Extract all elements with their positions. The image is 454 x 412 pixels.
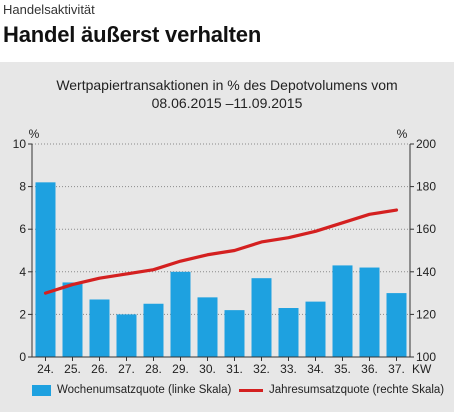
x-tick-label: 25. <box>64 362 81 376</box>
left-tick-label: 6 <box>19 222 26 236</box>
bar <box>90 299 110 357</box>
x-tick-label: 27. <box>118 362 135 376</box>
left-tick-label: 10 <box>13 137 27 151</box>
bar <box>63 282 83 357</box>
bar <box>279 308 299 357</box>
legend-bar-swatch <box>32 385 51 396</box>
x-tick-label: 26. <box>91 362 108 376</box>
bar <box>306 302 326 357</box>
x-tick-label: 28. <box>145 362 162 376</box>
right-tick-label: 140 <box>416 265 436 279</box>
right-tick-label: 160 <box>416 222 436 236</box>
bar <box>252 278 272 357</box>
x-tick-label: 33. <box>280 362 297 376</box>
x-tick-label: 37. <box>388 362 405 376</box>
bar <box>387 293 407 357</box>
x-tick-label: 32. <box>253 362 270 376</box>
x-tick-label: 31. <box>226 362 243 376</box>
bar <box>333 265 353 357</box>
right-tick-label: 120 <box>416 307 436 321</box>
bar <box>225 310 245 357</box>
left-unit-label: % <box>29 127 40 141</box>
legend-item-line: Jahresumsatzquote (rechte Skala) <box>239 384 444 396</box>
bar <box>198 297 218 357</box>
chart-kicker: Handelsaktivität <box>3 2 95 17</box>
chart-legend: Wochenumsatzquote (linke Skala) Jahresum… <box>0 384 454 404</box>
bar <box>117 314 137 357</box>
right-tick-label: 200 <box>416 137 436 151</box>
chart-headline: Handel äußerst verhalten <box>3 22 261 48</box>
x-tick-label: 30. <box>199 362 216 376</box>
legend-label-line: Jahresumsatzquote (rechte Skala) <box>269 384 444 396</box>
bar <box>360 268 380 357</box>
right-unit-label: % <box>397 127 408 141</box>
x-tick-label: 34. <box>307 362 324 376</box>
left-tick-label: 8 <box>19 180 26 194</box>
legend-label-bars: Wochenumsatzquote (linke Skala) <box>57 384 231 396</box>
chart-panel: Wertpapiertransaktionen in % des Depotvo… <box>0 62 454 412</box>
bar <box>36 182 56 357</box>
x-tick-label: 29. <box>172 362 189 376</box>
x-tick-label: 36. <box>361 362 378 376</box>
x-tick-label: 35. <box>334 362 351 376</box>
left-tick-label: 0 <box>19 350 26 364</box>
left-tick-label: 4 <box>19 265 26 279</box>
right-tick-label: 180 <box>416 180 436 194</box>
legend-line-swatch <box>239 389 263 392</box>
legend-item-bars: Wochenumsatzquote (linke Skala) <box>32 384 231 396</box>
left-tick-label: 2 <box>19 307 26 321</box>
x-tick-label: 24. <box>37 362 54 376</box>
bar <box>171 272 191 357</box>
bar <box>144 304 164 357</box>
x-unit-label: KW <box>412 362 432 376</box>
